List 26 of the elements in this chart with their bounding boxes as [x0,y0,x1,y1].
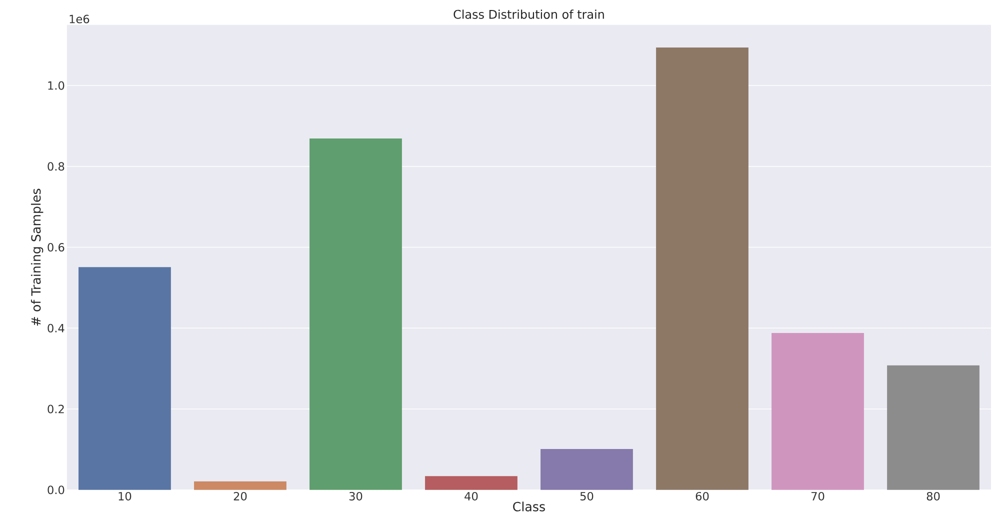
x-tick-label: 40 [464,492,478,501]
bar [656,48,748,490]
x-tick-label: 10 [118,492,132,501]
y-tick-label: 0.8 [48,162,64,171]
bar [887,365,980,490]
y-axis-title: # of Training Samples [30,188,44,326]
y-tick-label: 0.2 [48,404,64,414]
bar [772,333,864,490]
y-tick-label: 0.4 [48,324,64,333]
text: 1e6 [70,14,90,24]
x-axis-title: Class [513,502,545,512]
bar [540,449,633,490]
x-tick-label: 60 [696,492,709,501]
y-tick-label: 0.6 [48,243,64,252]
x-tick-label: 20 [234,492,247,501]
y-tick-label: 0.0 [48,486,64,494]
x-tick-label: 30 [349,492,362,501]
chart-title: Class Distribution of train [454,10,604,19]
bar [310,138,402,490]
bar [194,482,286,490]
x-tick-label: 50 [580,492,594,501]
x-tick-label: 70 [811,492,824,501]
x-tick-label: 80 [926,492,940,501]
bar [425,476,518,490]
bar [78,267,171,490]
y-tick-label: 1.0 [48,81,64,90]
